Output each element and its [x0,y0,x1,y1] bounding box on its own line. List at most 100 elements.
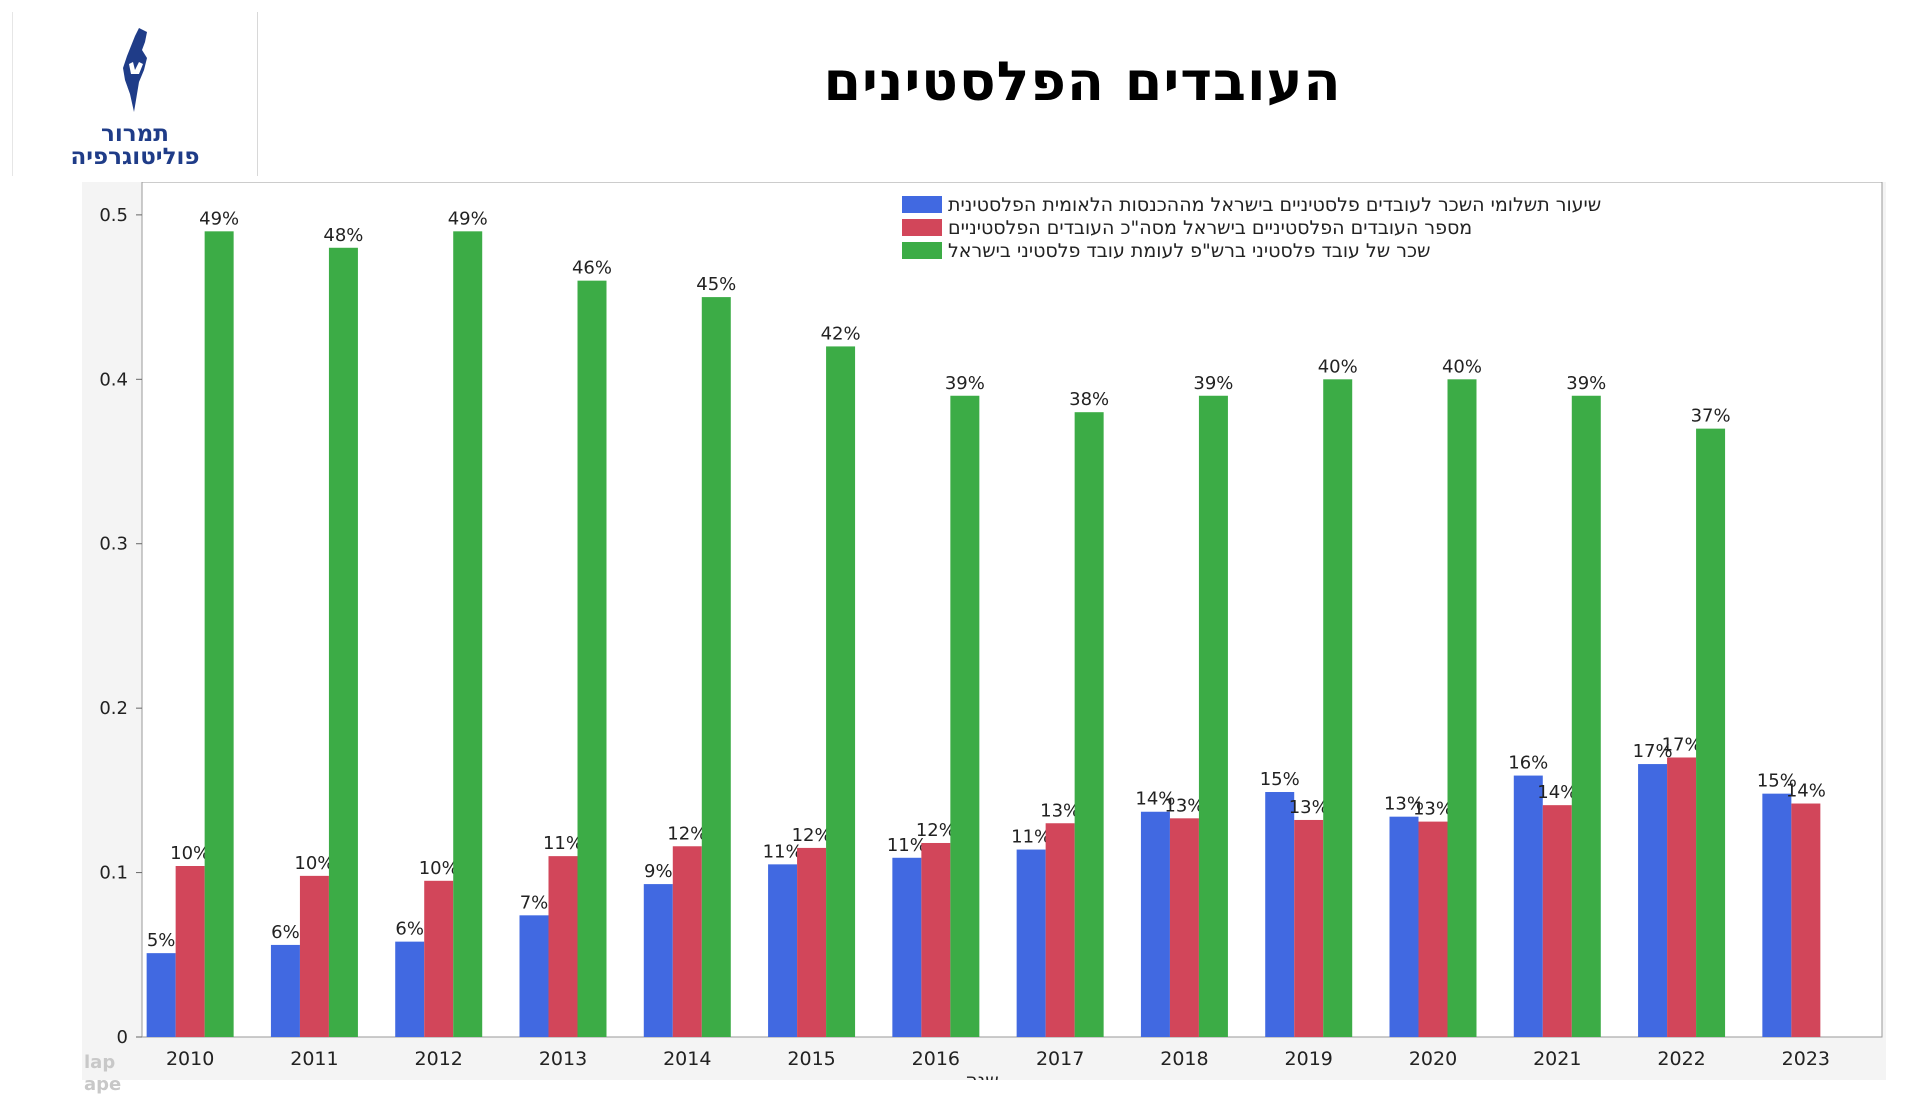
logo: תמרור פוליטוגרפיה [12,12,258,176]
data-label: 10% [419,858,459,879]
data-label: 10% [294,853,334,874]
data-label: 15% [1260,769,1300,790]
bar-2010-s3 [204,231,234,1038]
bar-2015-s3 [826,346,856,1037]
data-label: 14% [1135,789,1175,810]
data-label: 13% [1413,799,1453,820]
logo-text-line2: פוליטוגרפיה [70,144,200,170]
legend-label-s1: שיעור תשלומי השכר לעובדים פלסטיניים בישר… [948,194,1601,216]
x-tick-label-2020: 2020 [1409,1048,1457,1070]
bar-2020-s3 [1447,379,1477,1037]
data-label: 39% [1566,373,1606,394]
bar-2015-s2 [797,847,827,1037]
data-label: 7% [520,892,549,913]
x-tick-label-2017: 2017 [1036,1048,1084,1070]
bar-2010-s1 [146,953,176,1037]
bar-2018-s1 [1140,811,1170,1037]
data-label: 42% [821,323,861,344]
bar-2011-s2 [299,875,329,1037]
data-label: 17% [1633,741,1673,762]
bar-2021-s3 [1571,395,1601,1037]
bar-chart: 0 0.1 0.2 0.3 0.4 0.5 5% 10% 49% 2010 6% 10% 48% 2011… [99,182,1883,1080]
israel-map-icon [123,28,147,112]
data-label: 13% [1289,797,1329,818]
data-label: 14% [1786,781,1826,802]
watermark-line2: ape [84,1074,122,1095]
x-axis-label: שנה [965,1070,998,1080]
legend-swatch-s3 [902,242,942,259]
y-tick-label: 0.1 [99,863,128,884]
bar-2022-s2 [1667,757,1697,1037]
data-label: 38% [1069,389,1109,410]
bar-2022-s1 [1638,764,1668,1037]
bar-2015-s1 [768,864,798,1037]
bar-2016-s2 [921,842,951,1037]
watermark: lap ape [84,1052,121,1096]
x-tick-label-2021: 2021 [1533,1048,1581,1070]
bar-2014-s3 [701,297,731,1037]
x-tick-label-2022: 2022 [1657,1048,1705,1070]
bar-2019-s1 [1265,792,1295,1037]
page-title: העובדים הפלסטינים [823,50,1342,113]
bar-2019-s3 [1323,379,1353,1037]
y-tick-label: 0 [117,1027,128,1048]
bar-2022-s3 [1696,428,1726,1037]
x-tick-label-2019: 2019 [1285,1048,1333,1070]
bar-2011-s3 [328,247,358,1037]
bar-2017-s2 [1045,823,1075,1037]
legend-swatch-s2 [902,219,942,236]
data-label: 6% [271,922,300,943]
bar-2020-s1 [1389,816,1419,1037]
y-tick-label: 0.4 [99,369,128,390]
bar-2016-s1 [892,857,922,1037]
bar-2018-s3 [1198,395,1228,1037]
bar-2012-s2 [424,880,454,1037]
data-label: 39% [945,373,985,394]
bar-2014-s1 [643,884,673,1037]
data-label: 17% [1662,734,1702,755]
x-tick-label-2012: 2012 [415,1048,463,1070]
data-label: 15% [1757,771,1797,792]
bar-2023-s2 [1791,803,1821,1037]
x-tick-label-2023: 2023 [1782,1048,1830,1070]
bar-2016-s3 [950,395,980,1037]
y-tick-label: 0.5 [99,205,128,226]
data-label: 16% [1508,753,1548,774]
x-tick-label-2011: 2011 [290,1048,338,1070]
data-label: 9% [644,861,673,882]
data-label: 40% [1318,356,1358,377]
bar-2012-s1 [395,941,425,1037]
bar-2010-s2 [175,866,205,1037]
data-label: 49% [448,208,488,229]
bar-2013-s3 [577,280,607,1038]
bar-2019-s2 [1294,819,1324,1037]
data-label: 14% [1537,782,1577,803]
x-tick-label-2018: 2018 [1160,1048,1208,1070]
data-label: 48% [323,225,363,246]
bar-2014-s2 [672,846,702,1037]
y-tick-label: 0.2 [99,698,128,719]
data-label: 10% [170,843,210,864]
x-tick-label-2010: 2010 [166,1048,214,1070]
data-label: 11% [763,841,803,862]
legend-label-s2: מספר העובדים הפלסטיניים בישראל מסה"כ העו… [948,217,1472,239]
data-label: 46% [572,258,612,279]
bar-2012-s3 [453,231,483,1038]
data-label: 13% [1164,795,1204,816]
data-label: 12% [916,820,956,841]
bar-2017-s1 [1016,849,1046,1037]
x-tick-label-2015: 2015 [787,1048,835,1070]
bar-2017-s3 [1074,412,1104,1037]
bar-2011-s1 [270,944,300,1037]
bar-2021-s1 [1513,775,1543,1037]
x-tick-label-2016: 2016 [912,1048,960,1070]
bar-2021-s2 [1542,805,1572,1037]
data-label: 49% [199,208,239,229]
data-label: 6% [395,919,424,940]
data-label: 12% [792,825,832,846]
data-label: 13% [1040,800,1080,821]
chart-area: 0 0.1 0.2 0.3 0.4 0.5 5% 10% 49% 2010 6% 10% 48% 2011… [82,182,1886,1080]
data-label: 12% [667,823,707,844]
data-label: 13% [1384,794,1424,815]
bar-2020-s2 [1418,821,1448,1037]
